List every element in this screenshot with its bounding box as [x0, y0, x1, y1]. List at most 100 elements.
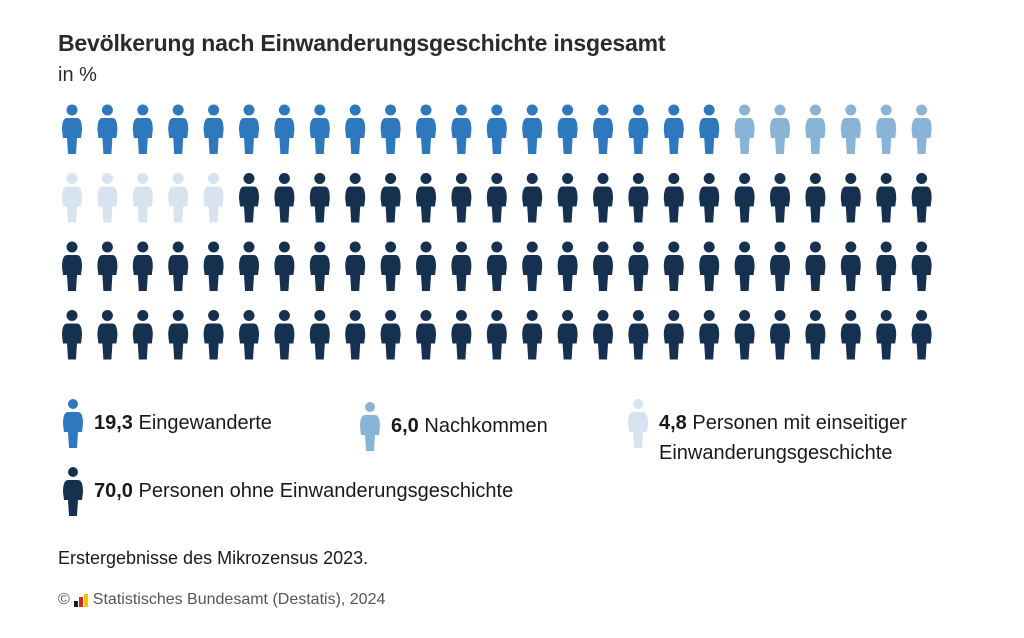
person-head — [349, 241, 361, 253]
destatis-flag-icon — [73, 593, 88, 607]
person-body — [380, 118, 401, 154]
person-body — [203, 186, 224, 223]
person-head — [809, 173, 821, 184]
person-icon — [593, 104, 613, 154]
person-icon — [557, 241, 578, 291]
person-icon — [451, 241, 472, 291]
person-head — [66, 104, 78, 116]
person-icon — [62, 173, 82, 223]
person-head — [916, 241, 928, 253]
person-body — [345, 255, 366, 291]
person-icon — [522, 241, 543, 291]
person-body — [699, 323, 720, 360]
person-icon — [911, 241, 932, 291]
person-head — [526, 104, 538, 116]
person-icon — [734, 310, 755, 360]
person-body — [168, 118, 189, 154]
person-icon — [97, 310, 118, 360]
person-body — [486, 118, 507, 154]
person-head — [137, 241, 149, 253]
person-body — [805, 186, 826, 223]
person-icon — [593, 173, 613, 223]
source-text: Statistisches Bundesamt (Destatis), 2024 — [92, 591, 386, 608]
person-body — [451, 323, 472, 360]
person-icon — [380, 104, 401, 154]
person-head — [668, 173, 680, 184]
person-icon — [274, 310, 295, 360]
person-head — [597, 104, 609, 116]
person-head — [278, 173, 290, 184]
person-body — [274, 186, 295, 223]
person-head — [632, 104, 644, 116]
person-body — [203, 323, 224, 360]
person-icon — [63, 467, 83, 516]
person-head — [314, 241, 326, 253]
person-icon — [770, 310, 790, 360]
person-head — [420, 104, 432, 116]
person-body — [274, 118, 295, 154]
person-icon — [239, 241, 259, 291]
person-head — [880, 173, 892, 184]
person-head — [774, 241, 786, 253]
person-head — [739, 241, 751, 253]
person-body — [380, 323, 401, 360]
person-head — [668, 310, 680, 321]
person-body — [770, 323, 790, 360]
person-head — [845, 104, 857, 116]
person-body — [62, 118, 82, 154]
person-body — [628, 323, 649, 360]
person-icon — [628, 173, 649, 223]
person-head — [172, 241, 184, 253]
person-icon — [132, 241, 153, 291]
person-icon — [239, 104, 259, 154]
person-head — [916, 310, 928, 321]
person-icon — [132, 173, 153, 223]
person-icon — [911, 310, 932, 360]
person-head — [739, 104, 751, 116]
person-icon — [699, 310, 720, 360]
person-head — [455, 173, 467, 184]
legend-text: 6,0 Nachkommen — [391, 411, 548, 441]
person-icon — [663, 241, 684, 291]
person-body — [380, 255, 401, 291]
person-head — [774, 173, 786, 184]
person-icon — [416, 173, 436, 223]
person-head — [916, 104, 928, 116]
person-head — [562, 104, 574, 116]
person-body — [663, 118, 684, 154]
person-body — [62, 186, 82, 223]
person-body — [628, 255, 649, 291]
person-body — [132, 255, 153, 291]
person-icon — [486, 104, 507, 154]
person-head — [101, 310, 113, 321]
person-icon — [62, 241, 82, 291]
person-icon — [274, 241, 295, 291]
legend-item-nachkommen: 6,0 Nachkommen — [359, 401, 548, 451]
person-icon — [62, 104, 82, 154]
person-icon — [132, 104, 153, 154]
person-icon — [168, 241, 189, 291]
person-head — [809, 310, 821, 321]
person-body — [416, 255, 436, 291]
person-body — [451, 255, 472, 291]
person-icon — [97, 241, 118, 291]
person-head — [101, 173, 113, 184]
footnote: Erstergebnisse des Mikrozensus 2023. — [58, 548, 369, 568]
person-body — [911, 323, 932, 360]
person-head — [845, 310, 857, 321]
person-head — [66, 241, 78, 253]
person-head — [385, 310, 397, 321]
person-head — [278, 310, 290, 321]
person-head — [703, 173, 715, 184]
person-head — [880, 310, 892, 321]
person-icon — [699, 241, 720, 291]
person-head — [66, 173, 78, 184]
legend-label: Eingewanderte — [138, 412, 272, 434]
person-icon — [663, 173, 684, 223]
person-body — [805, 255, 826, 291]
person-body — [699, 118, 720, 154]
person-body — [203, 255, 224, 291]
person-icon — [911, 104, 932, 154]
person-head — [632, 241, 644, 253]
person-head — [385, 173, 397, 184]
